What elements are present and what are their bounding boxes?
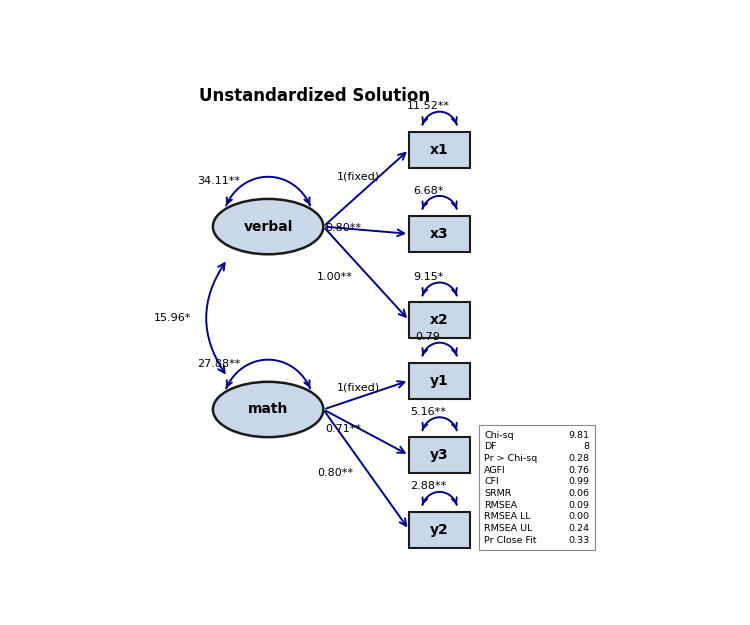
Text: x1: x1 (430, 142, 449, 157)
Text: math: math (248, 402, 288, 416)
Text: 0.80**: 0.80** (326, 223, 362, 233)
Text: CFI: CFI (484, 478, 499, 486)
FancyBboxPatch shape (409, 216, 470, 252)
FancyBboxPatch shape (409, 437, 470, 473)
Text: 11.52**: 11.52** (406, 101, 449, 111)
Text: Chi-sq: Chi-sq (484, 431, 514, 439)
Text: DF: DF (484, 442, 497, 451)
Text: 0.06: 0.06 (568, 489, 590, 498)
Text: 27.88**: 27.88** (197, 359, 241, 369)
FancyBboxPatch shape (409, 131, 470, 168)
FancyBboxPatch shape (409, 512, 470, 548)
Text: Pr > Chi-sq: Pr > Chi-sq (484, 454, 538, 463)
Text: 9.81: 9.81 (568, 431, 590, 439)
Text: 0.76: 0.76 (568, 466, 590, 474)
Text: 0.80**: 0.80** (317, 469, 353, 479)
Text: RMSEA: RMSEA (484, 501, 518, 510)
FancyBboxPatch shape (409, 302, 470, 339)
Text: 1.00**: 1.00** (317, 272, 353, 282)
Text: 1(fixed): 1(fixed) (337, 171, 380, 181)
Text: 15.96*: 15.96* (154, 313, 191, 323)
Text: 0.00: 0.00 (568, 512, 590, 521)
Text: 0.28: 0.28 (568, 454, 590, 463)
Text: x3: x3 (430, 227, 449, 241)
Text: 2.88**: 2.88** (410, 481, 446, 491)
Text: RMSEA LL: RMSEA LL (484, 512, 531, 521)
Text: 9.15*: 9.15* (413, 272, 443, 282)
Text: 0.24: 0.24 (568, 524, 590, 533)
Text: 0.09: 0.09 (568, 501, 590, 510)
Text: y3: y3 (430, 448, 449, 462)
Text: RMSEA UL: RMSEA UL (484, 524, 532, 533)
Text: Pr Close Fit: Pr Close Fit (484, 536, 537, 545)
Text: 0.79: 0.79 (416, 332, 440, 342)
Text: y1: y1 (430, 374, 449, 388)
FancyBboxPatch shape (409, 362, 470, 399)
Text: 6.68*: 6.68* (413, 186, 443, 196)
Text: 8: 8 (584, 442, 590, 451)
Text: 0.99: 0.99 (568, 478, 590, 486)
Ellipse shape (213, 382, 323, 437)
Text: AGFI: AGFI (484, 466, 506, 474)
Text: 0.71**: 0.71** (326, 424, 362, 434)
Text: SRMR: SRMR (484, 489, 512, 498)
Text: verbal: verbal (244, 219, 292, 234)
FancyBboxPatch shape (478, 425, 596, 551)
Text: x2: x2 (430, 314, 449, 328)
Text: 0.33: 0.33 (568, 536, 590, 545)
Text: 34.11**: 34.11** (197, 176, 240, 186)
Text: 1(fixed): 1(fixed) (337, 382, 380, 393)
Ellipse shape (213, 199, 323, 254)
Text: 5.16**: 5.16** (410, 407, 446, 417)
Text: Unstandardized Solution: Unstandardized Solution (199, 87, 430, 105)
Text: y2: y2 (430, 522, 449, 537)
